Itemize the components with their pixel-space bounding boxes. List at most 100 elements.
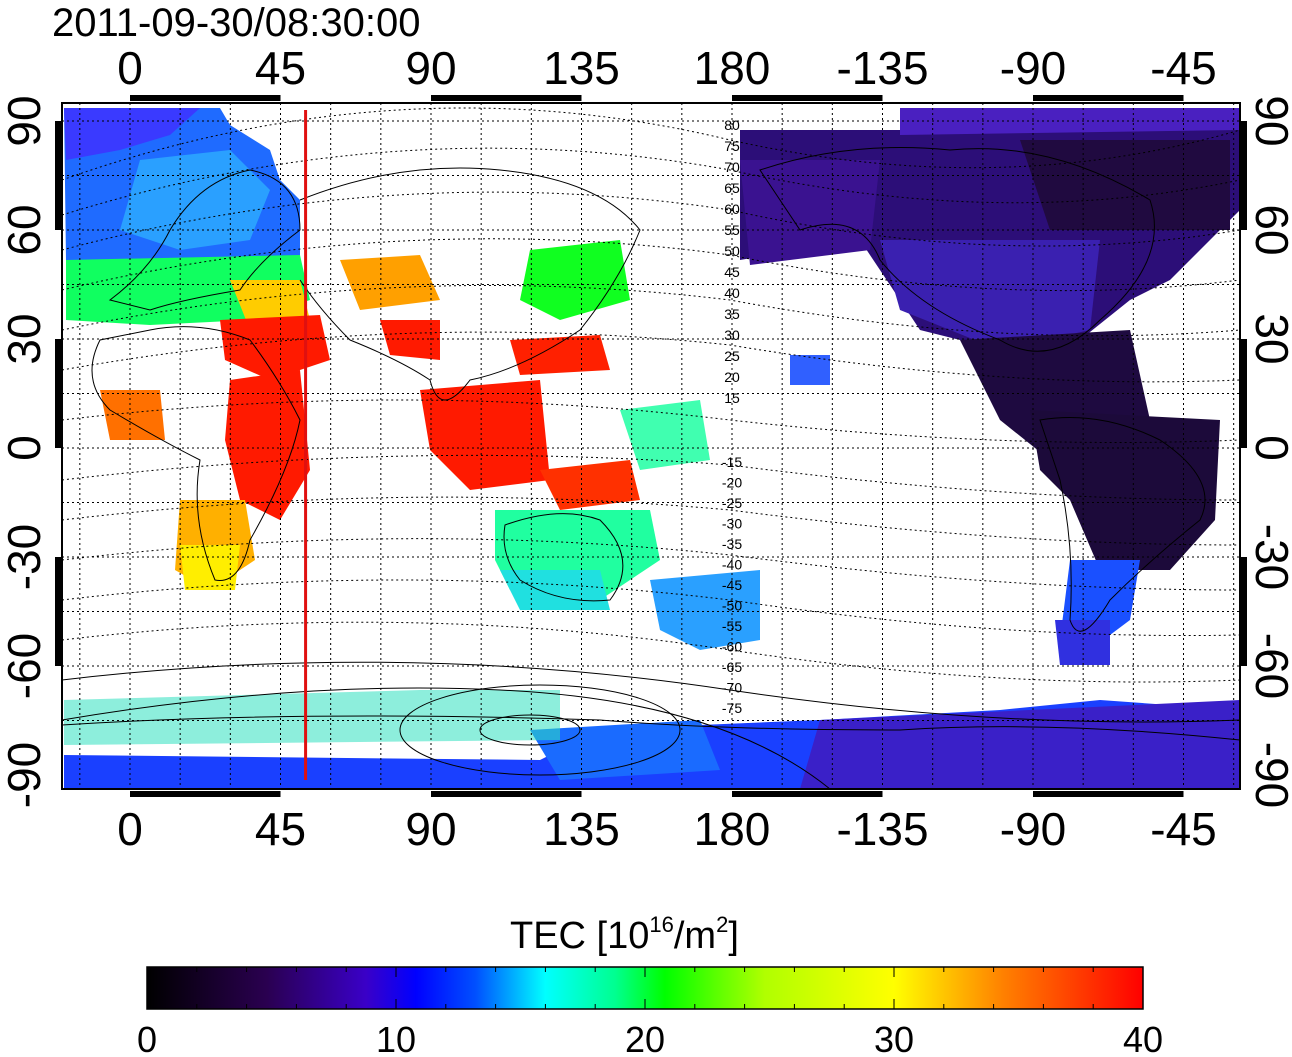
colorbar-tick-label: 10	[376, 1019, 416, 1057]
scale-bar-top	[130, 95, 281, 101]
colorbar-tick-label: 0	[137, 1019, 157, 1057]
tec-region-alaska	[740, 160, 880, 265]
coastline-europe	[108, 169, 301, 311]
bottom-longitude-label: -90	[1000, 803, 1066, 855]
right-latitude-label: 60	[1246, 204, 1292, 255]
contour-label: 40	[724, 285, 740, 301]
tec-region-canada-north	[1020, 140, 1230, 230]
left-latitude-ticks: 90 60 30 0 -30 -60 -90	[0, 95, 50, 808]
right-latitude-label: -30	[1246, 524, 1292, 590]
frame-scale-bars	[55, 95, 1247, 797]
contour-line-north	[62, 284, 1240, 337]
scale-bar-top	[431, 95, 582, 101]
contour-label: 65	[724, 180, 740, 196]
scale-bar-top	[1033, 95, 1184, 101]
tec-region-southern-ocean	[64, 690, 560, 745]
tec-region-africa-equator	[225, 370, 310, 520]
contour-label: -45	[722, 577, 742, 593]
tec-region-west-africa	[100, 390, 165, 440]
contour-label: 50	[724, 243, 740, 259]
left-latitude-label: -90	[0, 742, 50, 808]
colorbar-tick-label: 20	[625, 1019, 665, 1057]
contour-line-north	[62, 147, 1240, 216]
left-latitude-label: -30	[0, 524, 50, 590]
contour-label: -35	[722, 536, 742, 552]
scale-bar-left	[55, 121, 61, 230]
contour-line-south	[62, 579, 1240, 637]
bottom-longitude-label: 90	[405, 803, 456, 855]
scale-bar-top	[732, 95, 883, 101]
contour-label: -70	[722, 680, 742, 696]
coastlines	[62, 147, 1240, 741]
right-latitude-label: 90	[1246, 95, 1292, 146]
top-longitude-label: -45	[1150, 42, 1216, 94]
tec-region-us-east	[880, 240, 1100, 350]
contour-label: 35	[724, 306, 740, 322]
contour-pole-outer	[399, 684, 681, 776]
grid-lines	[62, 103, 1240, 789]
contour-label: 20	[724, 369, 740, 385]
tec-region-hawaii-patch	[790, 355, 830, 385]
contour-label: 80	[724, 117, 740, 133]
contour-line-equator	[62, 399, 1240, 443]
top-longitude-ticks: 0 45 90 135 180 -135 -90 -45	[117, 42, 1217, 94]
coastline-africa	[91, 326, 301, 581]
bottom-longitude-label: -45	[1150, 803, 1216, 855]
contour-label: 75	[724, 138, 740, 154]
bottom-longitude-label: 135	[543, 803, 620, 855]
coastline-asia	[299, 167, 641, 401]
scale-bar-bottom	[732, 791, 883, 797]
colorbar-tick-label: 30	[874, 1019, 914, 1057]
top-longitude-label: 135	[543, 42, 620, 94]
contour-label: -30	[722, 516, 742, 532]
top-longitude-label: 0	[117, 42, 143, 94]
contour-labels: 80 75 70 65 60 55 50 45 40 35 30 25 20 15 -15 -20 -25 -30…	[722, 117, 742, 716]
scale-bar-right	[1241, 339, 1247, 448]
bottom-longitude-label: 0	[117, 803, 143, 855]
contour-label: -50	[722, 598, 742, 614]
contour-label: -25	[722, 495, 742, 511]
left-latitude-label: 30	[0, 313, 50, 364]
contour-line-north	[62, 191, 1240, 251]
left-latitude-label: 90	[0, 95, 50, 146]
left-latitude-label: 0	[0, 435, 50, 461]
bottom-longitude-label: 180	[694, 803, 771, 855]
contour-label: 60	[724, 201, 740, 217]
right-latitude-label: 30	[1246, 313, 1292, 364]
contour-label: 70	[724, 159, 740, 175]
coastline-north-america	[759, 147, 1155, 352]
colorbar-title: TEC [1016/m2]	[510, 912, 739, 957]
colorbar: TEC [1016/m2] 0 10 20 30 40	[137, 912, 1163, 1057]
tec-region-west-pacific	[620, 400, 710, 470]
scale-bar-right	[1241, 121, 1247, 230]
timestamp-label: 2011-09-30/08:30:00	[52, 1, 420, 45]
colorbar-ticks: 0 10 20 30 40	[137, 967, 1163, 1057]
bottom-longitude-ticks: 0 45 90 135 180 -135 -90 -45	[117, 803, 1217, 855]
top-longitude-label: 45	[255, 42, 306, 94]
bottom-longitude-label: 45	[255, 803, 306, 855]
contour-line-south	[62, 661, 1240, 723]
left-latitude-label: -60	[0, 633, 50, 699]
contour-label: 55	[724, 222, 740, 238]
colorbar-tick-label: 40	[1123, 1019, 1163, 1057]
tec-region-indonesia	[540, 460, 640, 510]
contour-line-south	[62, 454, 1240, 501]
bottom-longitude-label: -135	[836, 803, 928, 855]
right-latitude-label: -60	[1246, 633, 1292, 699]
tec-region-central-asia	[340, 255, 440, 310]
contour-label: -40	[722, 557, 742, 573]
contour-label: 15	[724, 390, 740, 406]
tec-region-india-se-asia	[420, 380, 550, 490]
scale-bar-right	[1241, 557, 1247, 666]
map-frame	[61, 102, 1241, 790]
contour-line-north	[62, 331, 1240, 383]
tec-region-tibet	[380, 320, 440, 360]
contour-label: -60	[722, 639, 742, 655]
right-latitude-label: -90	[1246, 742, 1292, 808]
top-longitude-label: 180	[694, 42, 771, 94]
map-panel: 80 75 70 65 60 55 50 45 40 35 30 25 20 15 -15 -20 -25 -30…	[55, 95, 1247, 797]
scale-bar-left	[55, 339, 61, 448]
coastline-south-america	[1039, 417, 1206, 632]
right-latitude-label: 0	[1246, 435, 1292, 461]
